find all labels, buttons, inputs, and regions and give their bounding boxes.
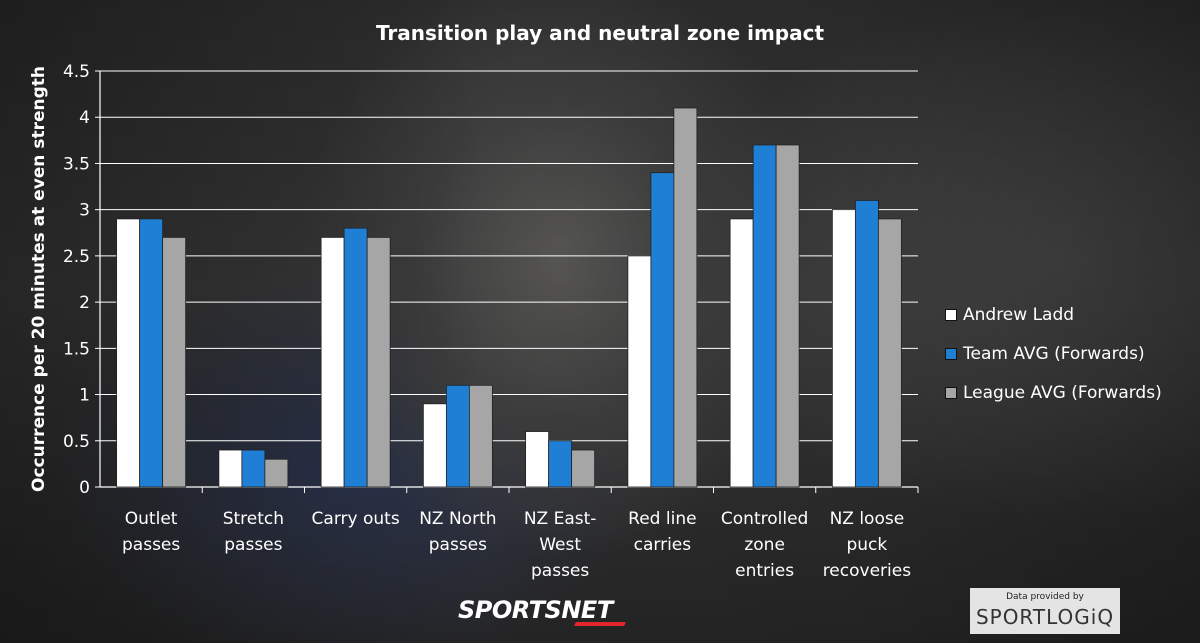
bar (468, 384, 493, 488)
y-tick-label: 0.5 (63, 432, 90, 452)
legend-item-team-avg: Team AVG (Forwards) (945, 334, 1162, 373)
legend-label: Team AVG (Forwards) (963, 343, 1145, 364)
x-tick-label: passes (531, 561, 589, 581)
legend-swatch (945, 308, 957, 321)
x-tick-label: NZ East- (524, 509, 597, 529)
bar (320, 236, 345, 488)
x-tick-label: Controlled (721, 509, 808, 529)
bar (139, 218, 164, 488)
sportlogiq-logo: SPORTLOGiQ (975, 605, 1115, 629)
legend-swatch (945, 386, 957, 399)
bar (218, 449, 243, 488)
y-tick-label: 0 (79, 478, 90, 498)
bar (877, 218, 902, 488)
bar (525, 431, 550, 488)
x-tick-label: passes (429, 535, 487, 555)
x-tick-label: Carry outs (312, 509, 400, 529)
legend-label: League AVG (Forwards) (963, 382, 1162, 403)
x-tick-label: recoveries (823, 561, 912, 581)
bar (445, 384, 470, 488)
legend-label: Andrew Ladd (963, 304, 1075, 325)
x-tick-label: puck (846, 535, 887, 555)
bar (241, 449, 266, 488)
bar (422, 403, 447, 488)
sportsnet-logo-accent (574, 622, 626, 626)
x-tick-label: NZ North (419, 509, 496, 529)
bar (752, 144, 777, 488)
legend-swatch (945, 347, 957, 360)
chart-legend: Andrew Ladd Team AVG (Forwards) League A… (945, 295, 1162, 412)
bar (627, 255, 652, 488)
legend-item-league-avg: League AVG (Forwards) (945, 373, 1162, 412)
y-tick-label: 4 (79, 108, 90, 128)
y-tick-label: 3.5 (63, 154, 90, 174)
bar (343, 227, 368, 488)
x-tick-label: Stretch (223, 509, 284, 529)
bar (729, 218, 754, 488)
bar (366, 236, 391, 488)
bar (162, 236, 187, 488)
sportsnet-logo: SPORTSNET (458, 596, 613, 624)
x-tick-label: Outlet (125, 509, 178, 529)
data-credit: Data provided by SPORTLOGiQ (970, 588, 1120, 634)
bar (264, 458, 289, 488)
bar (571, 449, 596, 488)
x-tick-label: West (539, 535, 581, 555)
bar (854, 200, 879, 488)
y-axis-label: Occurrence per 20 minutes at even streng… (29, 66, 49, 492)
y-tick-label: 2.5 (63, 247, 90, 267)
bar (650, 172, 675, 488)
x-tick-label: NZ loose (830, 509, 905, 529)
bar (116, 218, 141, 488)
x-tick-label: carries (634, 535, 692, 555)
credit-label: Data provided by (1006, 592, 1084, 602)
x-tick-label: Red line (628, 509, 696, 529)
y-tick-label: 1 (79, 386, 90, 406)
chart-title: Transition play and neutral zone impact (376, 21, 825, 45)
bar (548, 440, 573, 488)
x-tick-label: zone (744, 535, 785, 555)
y-tick-label: 1.5 (63, 339, 90, 359)
x-tick-label: entries (735, 561, 794, 581)
bar (775, 144, 800, 488)
bar (673, 107, 698, 488)
y-tick-label: 3 (79, 201, 90, 221)
y-tick-label: 4.5 (63, 62, 90, 82)
bar (831, 209, 856, 488)
x-tick-label: passes (224, 535, 282, 555)
x-tick-label: passes (122, 535, 180, 555)
y-tick-label: 2 (79, 293, 90, 313)
legend-item-andrew-ladd: Andrew Ladd (945, 295, 1162, 334)
